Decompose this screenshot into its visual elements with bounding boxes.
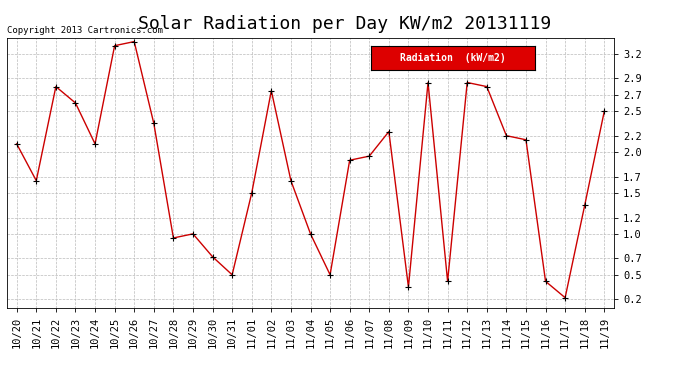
Text: Solar Radiation per Day KW/m2 20131119: Solar Radiation per Day KW/m2 20131119 (139, 15, 551, 33)
Text: Copyright 2013 Cartronics.com: Copyright 2013 Cartronics.com (7, 26, 163, 35)
